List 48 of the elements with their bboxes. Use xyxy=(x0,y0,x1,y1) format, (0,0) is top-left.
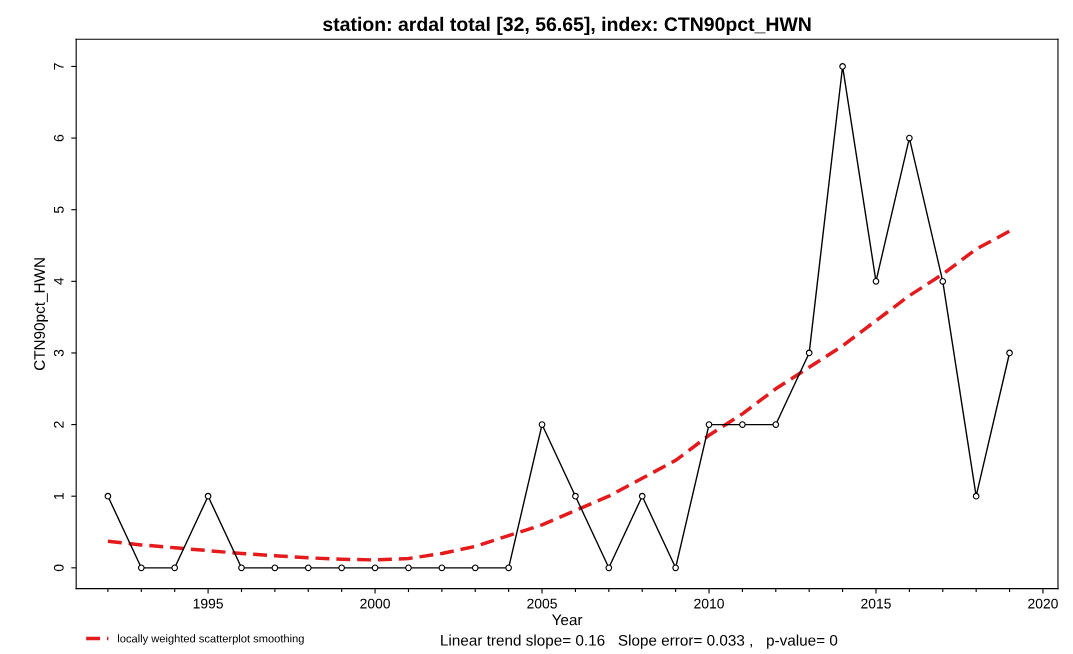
point xyxy=(438,564,446,572)
point xyxy=(939,277,947,285)
point xyxy=(638,492,646,500)
x-tick-label: 2005 xyxy=(527,598,557,609)
y-tick-label: 4 xyxy=(54,277,64,285)
point xyxy=(739,421,746,428)
x-tick-label: 2000 xyxy=(360,598,390,609)
line-series xyxy=(106,229,1012,562)
point xyxy=(338,564,346,572)
legend-label: locally weighted scatterplot smoothing xyxy=(118,634,304,645)
point xyxy=(505,564,512,572)
point xyxy=(672,564,679,572)
point xyxy=(405,564,412,572)
point xyxy=(304,564,312,572)
y-tick-label: 5 xyxy=(54,206,64,214)
point xyxy=(238,564,245,572)
x-tick-label: 2020 xyxy=(1028,598,1058,609)
chart-title: station: ardal total [32, 56.65], index: CTN90pct_HWN xyxy=(323,16,811,35)
point xyxy=(839,63,846,70)
y-tick-label: 6 xyxy=(53,134,64,142)
point xyxy=(204,492,212,500)
point xyxy=(605,564,613,572)
y-tick-label: 0 xyxy=(53,564,64,572)
point xyxy=(538,421,546,428)
x-tick-label: 2010 xyxy=(694,598,724,609)
text: Linear trend slope= 0.16 Slope error= 0.033 , p-value= 0 xyxy=(441,634,838,649)
point xyxy=(805,349,813,357)
point xyxy=(104,492,112,500)
point xyxy=(137,564,145,572)
point xyxy=(572,492,579,500)
point xyxy=(271,564,279,572)
x-tick-label: 1995 xyxy=(193,598,223,609)
point xyxy=(906,134,913,142)
y-tick-label: 7 xyxy=(54,63,64,70)
point xyxy=(705,421,713,428)
point xyxy=(772,421,780,428)
point xyxy=(171,564,179,572)
point xyxy=(471,564,479,572)
point xyxy=(1006,349,1013,357)
point xyxy=(872,277,880,285)
y-axis-title: CTN90pct_HWN xyxy=(34,258,48,371)
y-tick-label: 2 xyxy=(53,421,64,428)
x-tick-label: 2015 xyxy=(861,598,891,609)
point xyxy=(972,492,980,500)
x-axis-title: Year xyxy=(551,614,583,626)
y-tick-label: 3 xyxy=(53,349,64,357)
y-tick-label: 1 xyxy=(54,493,64,500)
point xyxy=(371,564,379,572)
